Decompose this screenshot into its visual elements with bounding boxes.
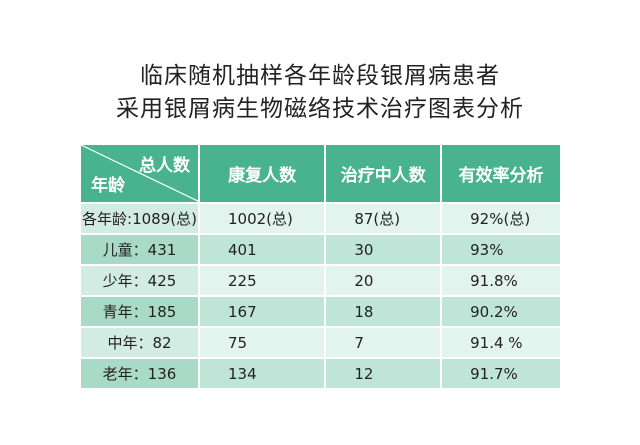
in-treatment-cell: 30 [324, 233, 443, 266]
age-group-cell: 儿童：431 [79, 233, 200, 266]
table-row: 老年：136 134 12 91.7% [79, 357, 562, 390]
header-row: 总人数 年龄 康复人数 治疗中人数 有效率分析 [79, 143, 562, 204]
corner-label-age: 年龄 [91, 176, 125, 196]
in-treatment-cell: 87(总) [324, 202, 443, 235]
corner-label-total: 总人数 [139, 156, 190, 176]
efficacy-cell: 91.4 % [440, 326, 562, 359]
recovered-cell: 401 [197, 233, 327, 266]
table-row: 各年龄:1089(总) 1002(总) 87(总) 92%(总) [79, 202, 562, 235]
age-group-cell: 中年：82 [79, 326, 200, 359]
recovered-cell: 134 [197, 357, 327, 390]
diagonal-divider [81, 145, 200, 202]
efficacy-cell: 90.2% [440, 295, 562, 328]
table-row: 中年：82 75 7 91.4 % [79, 326, 562, 359]
in-treatment-cell: 20 [324, 264, 443, 297]
table-row: 儿童：431 401 30 93% [79, 233, 562, 266]
header-efficacy: 有效率分析 [440, 143, 562, 204]
age-group-cell: 青年：185 [79, 295, 200, 328]
efficacy-cell: 91.7% [440, 357, 562, 390]
data-table: 总人数 年龄 康复人数 治疗中人数 有效率分析 各年龄:1089(总) 1002(… [79, 143, 562, 390]
efficacy-cell: 93% [440, 233, 562, 266]
title-line-1: 临床随机抽样各年龄段银屑病患者 [140, 63, 500, 89]
header-recovered: 康复人数 [197, 143, 327, 204]
recovered-cell: 225 [197, 264, 327, 297]
age-group-cell: 各年龄:1089(总) [79, 202, 200, 235]
recovered-cell: 1002(总) [197, 202, 327, 235]
efficacy-cell: 91.8% [440, 264, 562, 297]
age-group-cell: 老年：136 [79, 357, 200, 390]
table-row: 青年：185 167 18 90.2% [79, 295, 562, 328]
in-treatment-cell: 12 [324, 357, 443, 390]
title-line-2: 采用银屑病生物磁络技术治疗图表分析 [116, 96, 524, 122]
age-group-cell: 少年：425 [79, 264, 200, 297]
recovered-cell: 167 [197, 295, 327, 328]
corner-header: 总人数 年龄 [79, 143, 200, 204]
in-treatment-cell: 18 [324, 295, 443, 328]
recovered-cell: 75 [197, 326, 327, 359]
header-in-treatment: 治疗中人数 [324, 143, 443, 204]
in-treatment-cell: 7 [324, 326, 443, 359]
efficacy-cell: 92%(总) [440, 202, 562, 235]
table-row: 少年：425 225 20 91.8% [79, 264, 562, 297]
